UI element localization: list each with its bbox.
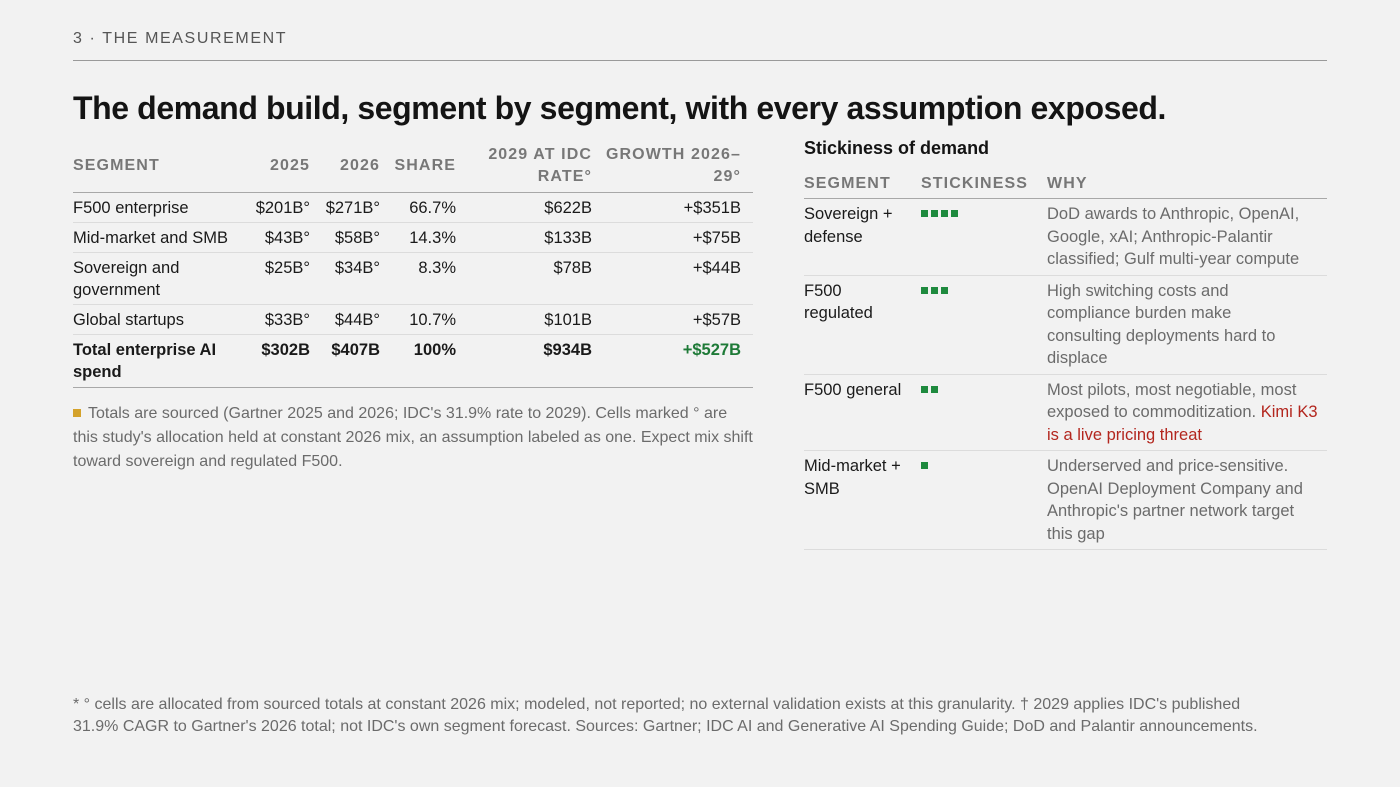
pricing-threat-highlight: Kimi K3 is a live pricing threat [1047,403,1318,444]
col-header-2025: 2025 [248,144,310,193]
segment-cell: Global startups [73,304,248,335]
value-growth: +$351B [592,192,741,223]
col-header-segment: SEGMENT [73,144,248,193]
value-share: 14.3% [380,222,456,253]
segment-cell: Total enterprise AI spend [73,334,248,388]
col-header-2026: 2026 [310,144,380,193]
value-growth: +$57B [592,304,741,335]
table-note: Totals are sourced (Gartner 2025 and 202… [73,405,753,470]
value-share: 100% [380,334,456,388]
header-divider [73,60,1327,61]
stickiness-meter [921,450,1047,550]
col-header-why: WHY [1047,173,1327,199]
value-2026: $407B [310,334,380,388]
value-share: 8.3% [380,252,456,305]
stickiness-header: SEGMENT STICKINESS WHY [804,173,1327,199]
segment-cell: Sovereign + defense [804,198,921,276]
table-row: F500 general Most pilots, most negotiabl… [804,374,1327,451]
why-cell: High switching costs and compliance burd… [1047,275,1327,375]
table-row: F500 regulated High switching costs and … [804,275,1327,375]
demand-table-header: SEGMENT 2025 2026 SHARE 2029 AT IDC RATE… [73,144,753,193]
why-cell: Most pilots, most negotiable, most expos… [1047,374,1327,451]
col-header-share: SHARE [380,144,456,193]
table-row: Mid-market and SMB $43B° $58B° 14.3% $13… [73,222,753,253]
table-row: Sovereign + defense DoD awards to Anthro… [804,198,1327,276]
stickiness-dot-icon [951,210,958,217]
stickiness-dot-icon [921,286,928,294]
stickiness-meter [921,374,1047,451]
segment-cell: F500 regulated [804,275,921,375]
footnote: * ° cells are allocated from sourced tot… [73,696,1258,735]
value-2026: $34B° [310,252,380,305]
stickiness-dot-icon [941,210,948,217]
value-2025: $302B [248,334,310,388]
stickiness-dot-icon [921,385,928,393]
stickiness-dot-icon [941,286,948,294]
value-2026: $58B° [310,222,380,253]
value-2029: $622B [456,192,592,223]
value-share: 10.7% [380,304,456,335]
table-row-total: Total enterprise AI spend $302B $407B 10… [73,334,753,388]
segment-cell: Mid-market and SMB [73,222,248,253]
value-2029: $934B [456,334,592,388]
value-2029: $133B [456,222,592,253]
col-header-2029: 2029 AT IDC RATE° [456,144,592,193]
value-2029: $78B [456,252,592,305]
table-row: Sovereign and government $25B° $34B° 8.3… [73,252,753,305]
col-header-stickiness: STICKINESS [921,173,1047,199]
stickiness-dot-icon [931,210,938,217]
segment-cell: Sovereign and government [73,252,248,305]
value-2025: $43B° [248,222,310,253]
segment-cell: F500 general [804,374,921,451]
table-row: Global startups $33B° $44B° 10.7% $101B … [73,304,753,335]
value-2025: $201B° [248,192,310,223]
value-2026: $44B° [310,304,380,335]
value-2025: $33B° [248,304,310,335]
stickiness-dot-icon [931,385,938,393]
value-growth: +$527B [592,334,741,388]
section-kicker: 3 · THE MEASUREMENT [73,30,288,47]
note-marker-icon [73,409,81,417]
value-growth: +$75B [592,222,741,253]
value-2026: $271B° [310,192,380,223]
value-growth: +$44B [592,252,741,305]
segment-cell: Mid-market + SMB [804,450,921,550]
stickiness-table: SEGMENT STICKINESS WHY Sovereign + defen… [804,173,1327,550]
segment-cell: F500 enterprise [73,192,248,223]
stickiness-title: Stickiness of demand [804,138,990,158]
why-cell: Underserved and price-sensitive. OpenAI … [1047,450,1327,550]
table-row: Mid-market + SMB Underserved and price-s… [804,450,1327,550]
table-row: F500 enterprise $201B° $271B° 66.7% $622… [73,192,753,223]
stickiness-dot-icon [931,286,938,294]
stickiness-meter [921,198,1047,276]
why-cell: DoD awards to Anthropic, OpenAI, Google,… [1047,198,1327,276]
stickiness-dot-icon [921,210,928,217]
demand-table-section: SEGMENT 2025 2026 SHARE 2029 AT IDC RATE… [73,144,753,490]
stickiness-meter [921,275,1047,375]
value-2029: $101B [456,304,592,335]
col-header-segment: SEGMENT [804,173,921,199]
stickiness-dot-icon [921,462,928,469]
value-2025: $25B° [248,252,310,305]
stickiness-section: Stickiness of demand SEGMENT STICKINESS … [804,138,1327,550]
col-header-growth: GROWTH 2026–29° [592,144,741,193]
demand-table: SEGMENT 2025 2026 SHARE 2029 AT IDC RATE… [73,144,753,388]
page-title: The demand build, segment by segment, wi… [73,90,1167,126]
value-share: 66.7% [380,192,456,223]
